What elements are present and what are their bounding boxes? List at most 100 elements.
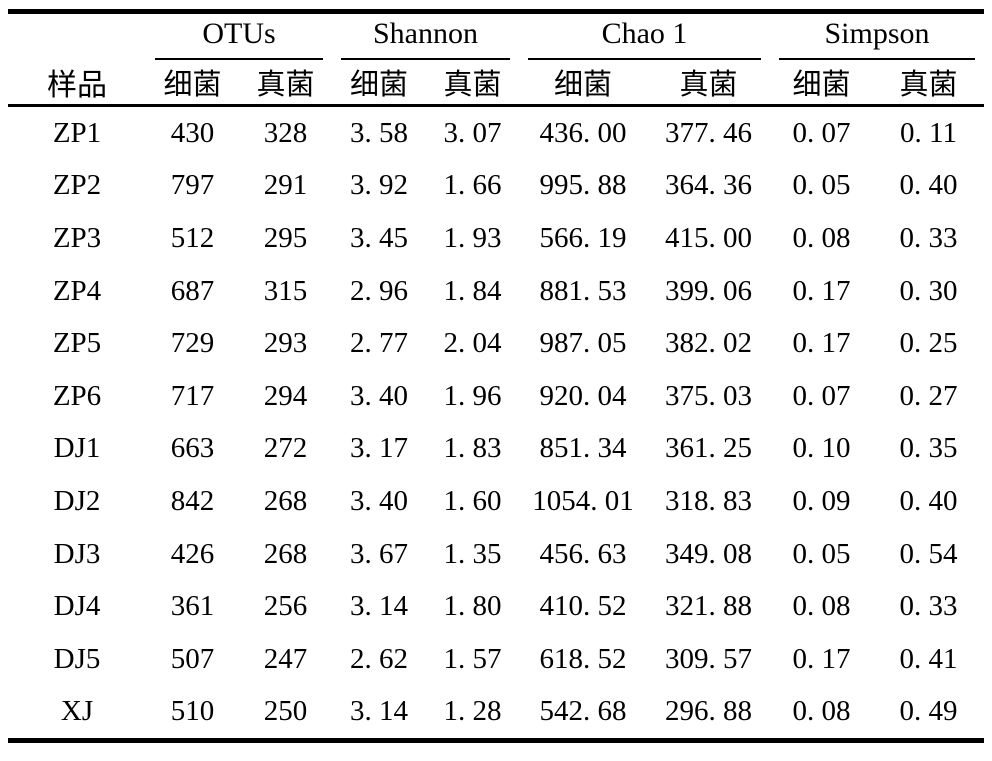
value-cell: 0. 05 bbox=[792, 169, 851, 202]
subheader-shannon-fungi: 真菌 bbox=[426, 60, 519, 107]
value-cell: 0. 41 bbox=[899, 642, 958, 675]
value-cell: 512 bbox=[170, 221, 215, 254]
value-cell: 1. 60 bbox=[443, 484, 502, 517]
table-row: ZP2 797 291 3. 92 1. 66 995. 88 364. 36 0. 05 0.… bbox=[8, 160, 984, 213]
subheader-otus-fungi: 真菌 bbox=[239, 60, 332, 107]
value-cell: 0. 33 bbox=[899, 221, 958, 254]
sample-cell: DJ5 bbox=[53, 642, 101, 675]
value-cell: 296. 88 bbox=[665, 695, 752, 728]
value-cell: 3. 07 bbox=[443, 116, 502, 149]
value-cell: 361 bbox=[170, 590, 215, 623]
value-cell: 293 bbox=[263, 327, 308, 360]
table-row: ZP4 687 315 2. 96 1. 84 881. 53 399. 06 0. 17 0.… bbox=[8, 265, 984, 318]
value-cell: 250 bbox=[263, 695, 308, 728]
value-cell: 1. 57 bbox=[443, 642, 502, 675]
header-group-chao1-label: Chao 1 bbox=[528, 15, 762, 60]
table-row: DJ1 663 272 3. 17 1. 83 851. 34 361. 25 0. 10 0.… bbox=[8, 423, 984, 476]
value-cell: 315 bbox=[263, 274, 308, 307]
header-sample: 样品 bbox=[8, 11, 146, 107]
value-cell: 321. 88 bbox=[665, 590, 752, 623]
value-cell: 0. 07 bbox=[792, 116, 851, 149]
value-cell: 2. 62 bbox=[350, 642, 408, 675]
value-cell: 851. 34 bbox=[539, 432, 627, 465]
value-cell: 987. 05 bbox=[539, 327, 627, 360]
value-cell: 1. 83 bbox=[443, 432, 502, 465]
table-row: DJ4 361 256 3. 14 1. 80 410. 52 321. 88 0. 08 0.… bbox=[8, 580, 984, 633]
value-cell: 426 bbox=[170, 537, 215, 570]
header-group-simpson: Simpson bbox=[770, 12, 984, 60]
header-group-otus-label: OTUs bbox=[155, 15, 323, 60]
value-cell: 0. 30 bbox=[899, 274, 958, 307]
value-cell: 3. 14 bbox=[350, 590, 408, 623]
value-cell: 3. 40 bbox=[350, 484, 408, 517]
value-cell: 361. 25 bbox=[665, 432, 752, 465]
value-cell: 430 bbox=[170, 116, 215, 149]
value-cell: 1. 80 bbox=[443, 590, 502, 623]
value-cell: 566. 19 bbox=[539, 221, 627, 254]
value-cell: 0. 05 bbox=[792, 537, 851, 570]
value-cell: 291 bbox=[263, 169, 308, 202]
value-cell: 247 bbox=[263, 642, 308, 675]
table-body: ZP1 430 328 3. 58 3. 07 436. 00 377. 46 0. 07 0.… bbox=[8, 106, 984, 741]
value-cell: 1. 96 bbox=[443, 379, 502, 412]
value-cell: 995. 88 bbox=[539, 169, 627, 202]
value-cell: 436. 00 bbox=[539, 116, 627, 149]
header-group-shannon-label: Shannon bbox=[341, 15, 510, 60]
value-cell: 729 bbox=[170, 327, 215, 360]
table-row: ZP3 512 295 3. 45 1. 93 566. 19 415. 00 0. 08 0.… bbox=[8, 212, 984, 265]
value-cell: 294 bbox=[263, 379, 308, 412]
value-cell: 399. 06 bbox=[665, 274, 752, 307]
table-row: DJ5 507 247 2. 62 1. 57 618. 52 309. 57 0. 17 0.… bbox=[8, 633, 984, 686]
value-cell: 0. 35 bbox=[899, 432, 958, 465]
value-cell: 0. 17 bbox=[792, 327, 851, 360]
sub-header-row: 细菌 真菌 细菌 真菌 细菌 真菌 细菌 真菌 bbox=[8, 60, 985, 107]
diversity-index-table: 样品 OTUs Shannon Chao 1 Simpson 细菌 真菌 细菌 … bbox=[8, 9, 985, 744]
value-cell: 881. 53 bbox=[539, 274, 627, 307]
subheader-simpson-bacteria: 细菌 bbox=[770, 60, 874, 107]
value-cell: 542. 68 bbox=[539, 695, 627, 728]
table-row: ZP1 430 328 3. 58 3. 07 436. 00 377. 46 0. 07 0.… bbox=[8, 106, 984, 160]
value-cell: 507 bbox=[170, 642, 215, 675]
table-row: DJ2 842 268 3. 40 1. 60 1054. 01 318. 83 0. 09 0… bbox=[8, 475, 984, 528]
value-cell: 3. 92 bbox=[350, 169, 408, 202]
value-cell: 3. 14 bbox=[350, 695, 408, 728]
subheader-simpson-fungi: 真菌 bbox=[873, 60, 985, 107]
sample-cell: DJ4 bbox=[53, 590, 101, 623]
subheader-otus-bacteria: 细菌 bbox=[146, 60, 239, 107]
value-cell: 663 bbox=[170, 432, 215, 465]
value-cell: 415. 00 bbox=[665, 221, 752, 254]
value-cell: 0. 54 bbox=[899, 537, 958, 570]
value-cell: 1. 93 bbox=[443, 221, 502, 254]
subheader-shannon-bacteria: 细菌 bbox=[332, 60, 426, 107]
sample-cell: ZP1 bbox=[52, 116, 102, 149]
value-cell: 328 bbox=[263, 116, 308, 149]
value-cell: 0. 40 bbox=[899, 484, 958, 517]
value-cell: 1. 35 bbox=[443, 537, 502, 570]
value-cell: 1054. 01 bbox=[532, 484, 634, 517]
value-cell: 0. 25 bbox=[899, 327, 958, 360]
table-row: ZP6 717 294 3. 40 1. 96 920. 04 375. 03 0. 07 0.… bbox=[8, 370, 984, 423]
value-cell: 842 bbox=[170, 484, 215, 517]
value-cell: 268 bbox=[263, 537, 308, 570]
value-cell: 0. 27 bbox=[899, 379, 958, 412]
value-cell: 797 bbox=[170, 169, 215, 202]
value-cell: 272 bbox=[263, 432, 308, 465]
value-cell: 377. 46 bbox=[665, 116, 752, 149]
sample-cell: ZP5 bbox=[52, 327, 102, 360]
header-group-shannon: Shannon bbox=[332, 12, 519, 60]
value-cell: 456. 63 bbox=[539, 537, 627, 570]
value-cell: 1. 84 bbox=[443, 274, 502, 307]
value-cell: 0. 33 bbox=[899, 590, 958, 623]
value-cell: 0. 17 bbox=[792, 274, 851, 307]
value-cell: 618. 52 bbox=[539, 642, 627, 675]
value-cell: 0. 08 bbox=[792, 695, 851, 728]
group-header-row: 样品 OTUs Shannon Chao 1 Simpson bbox=[8, 11, 984, 107]
header-group-simpson-label: Simpson bbox=[779, 15, 976, 60]
value-cell: 2. 77 bbox=[350, 327, 408, 360]
sample-cell: ZP4 bbox=[52, 274, 102, 307]
value-cell: 510 bbox=[170, 695, 215, 728]
value-cell: 2. 04 bbox=[443, 327, 502, 360]
value-cell: 256 bbox=[263, 590, 308, 623]
value-cell: 364. 36 bbox=[665, 169, 752, 202]
value-cell: 3. 40 bbox=[350, 379, 408, 412]
